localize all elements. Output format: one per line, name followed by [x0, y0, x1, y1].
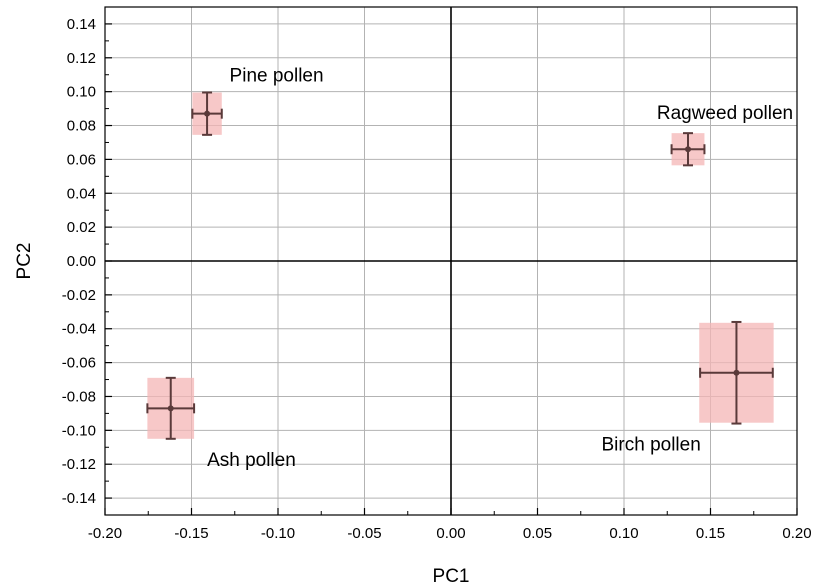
- x-tick-labels: -0.20 -0.15 -0.10 -0.05 0.00 0.05 0.10 0.15 0.20: [88, 525, 812, 542]
- data-point: [733, 369, 740, 376]
- x-tick-label: 0.15: [696, 525, 725, 542]
- axis-ticks: [104, 6, 798, 516]
- data-point: [204, 110, 211, 117]
- y-tick-label: -0.06: [62, 355, 96, 372]
- y-tick-label: 0.08: [67, 118, 96, 135]
- x-tick-label: -0.15: [174, 525, 208, 542]
- annotations: Pine pollen Ragweed pollen Ash pollen Birch…: [207, 66, 793, 471]
- y-tick-label: 0.06: [67, 151, 96, 168]
- x-tick-label: -0.10: [261, 525, 295, 542]
- x-tick-label: -0.20: [88, 525, 122, 542]
- uncertainty-boxes: [147, 92, 774, 439]
- y-tick-label: -0.04: [62, 321, 96, 338]
- y-tick-label: -0.14: [62, 490, 96, 507]
- x-tick-label: 0.20: [782, 525, 811, 542]
- y-tick-label: 0.00: [67, 253, 96, 270]
- y-tick-label: -0.02: [62, 287, 96, 304]
- data-points: [167, 110, 740, 412]
- y-tick-label: 0.12: [67, 50, 96, 67]
- y-tick-label: -0.08: [62, 388, 96, 405]
- y-tick-label: 0.02: [67, 219, 96, 236]
- data-point: [685, 146, 692, 153]
- x-tick-label: -0.05: [347, 525, 381, 542]
- y-tick-label: 0.10: [67, 84, 96, 101]
- x-tick-label: 0.05: [523, 525, 552, 542]
- data-point: [167, 405, 174, 412]
- x-tick-label: 0.10: [609, 525, 638, 542]
- x-tick-label: 0.00: [436, 525, 465, 542]
- y-tick-label: -0.12: [62, 456, 96, 473]
- y-tick-label: -0.10: [62, 422, 96, 439]
- y-tick-labels: 0.14 0.12 0.10 0.08 0.06 0.04 0.02 0.00 -0.02 -0.…: [62, 16, 96, 507]
- annotation-label: Birch pollen: [602, 435, 701, 456]
- annotation-label: Ragweed pollen: [657, 103, 793, 124]
- annotation-label: Ash pollen: [207, 450, 296, 471]
- y-axis-title: PC2: [14, 243, 35, 280]
- x-axis-title: PC1: [433, 566, 470, 587]
- annotation-label: Pine pollen: [230, 66, 324, 87]
- zero-lines: [105, 7, 797, 515]
- y-tick-label: 0.04: [67, 185, 96, 202]
- y-tick-label: 0.14: [67, 16, 96, 33]
